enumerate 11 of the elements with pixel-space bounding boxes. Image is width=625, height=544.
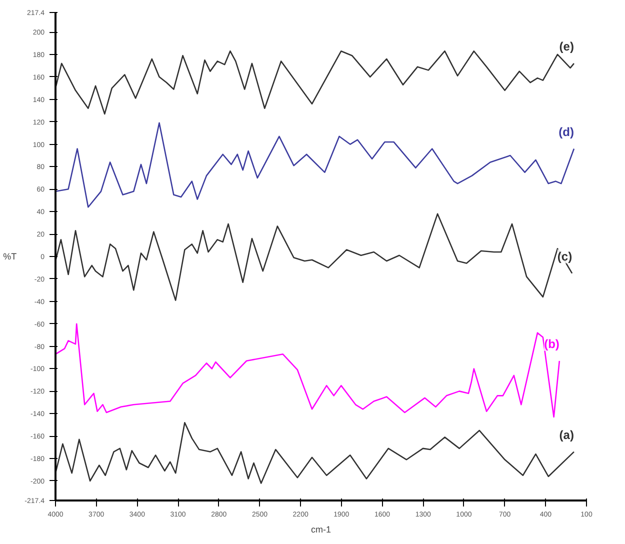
y-axis-title: %T <box>3 252 18 262</box>
series-label: (a) <box>559 428 574 442</box>
line-series <box>56 323 560 418</box>
series-label: (c) <box>557 249 572 264</box>
line-series <box>56 213 573 301</box>
x-axis-title: cm-1 <box>311 524 331 534</box>
series-label: (b) <box>544 336 560 351</box>
line-series <box>56 122 575 208</box>
series-label: (e) <box>559 39 574 54</box>
series-label: (d) <box>558 124 574 139</box>
line-series <box>56 422 575 484</box>
